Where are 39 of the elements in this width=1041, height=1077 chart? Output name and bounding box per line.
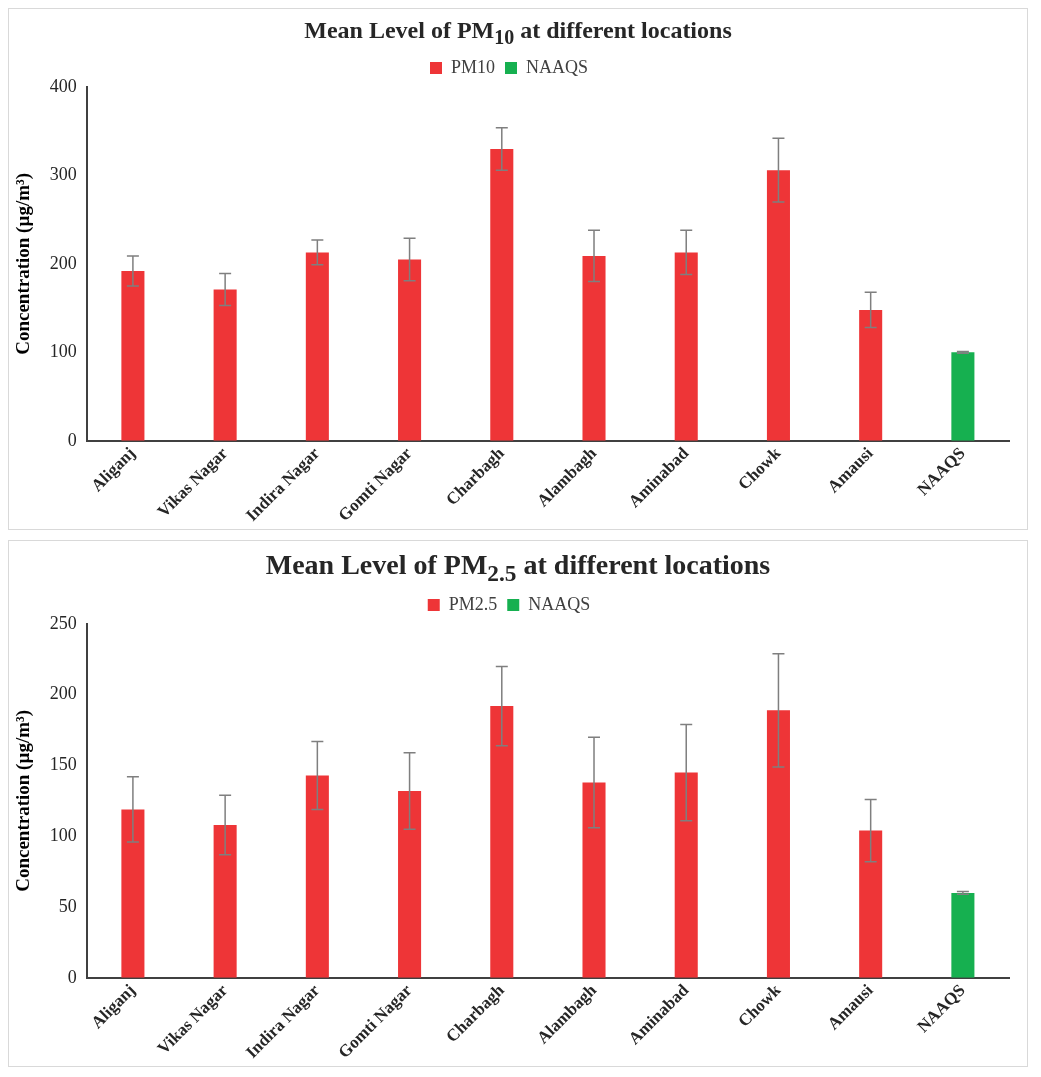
chart-title: Mean Level of PM$_{10}$ at different locations (303, 17, 733, 49)
bar (490, 148, 514, 441)
bar (213, 825, 237, 979)
bar (121, 809, 145, 979)
bar (766, 710, 790, 979)
y-axis-title: Concentration (µg/m³) (12, 172, 35, 355)
y-tick-label: 250 (49, 613, 77, 634)
bar (398, 791, 422, 979)
bar (398, 259, 422, 441)
bar (859, 831, 883, 979)
bar (490, 706, 514, 979)
bar (674, 252, 698, 441)
bar (859, 309, 883, 441)
bar (582, 782, 606, 979)
chart-title: Mean Level of PM$_{2.5}$ at different locations (264, 548, 772, 587)
y-tick-label: 0 (67, 966, 77, 987)
y-tick-label: 50 (58, 896, 77, 917)
bar (305, 775, 329, 979)
bar (213, 289, 237, 441)
y-tick-label: 400 (49, 75, 77, 96)
y-tick-label: 0 (67, 429, 77, 450)
legend-label: PM2.5 (448, 594, 498, 615)
bar (305, 252, 329, 441)
bar (951, 352, 975, 441)
y-tick-label: 300 (49, 163, 77, 184)
y-tick-label: 200 (49, 683, 77, 704)
y-tick-label: 100 (49, 340, 77, 361)
bar (766, 169, 790, 441)
bar (674, 772, 698, 979)
y-tick-label: 200 (49, 252, 77, 273)
y-tick-label: 150 (49, 754, 77, 775)
y-tick-label: 100 (49, 825, 77, 846)
legend-label: NAAQS (528, 594, 591, 615)
y-axis-title: Concentration (µg/m³) (12, 710, 35, 893)
legend-label: NAAQS (526, 56, 589, 77)
bar (121, 270, 145, 441)
legend-label: PM10 (450, 56, 495, 77)
bar (951, 893, 975, 979)
bar (582, 255, 606, 441)
